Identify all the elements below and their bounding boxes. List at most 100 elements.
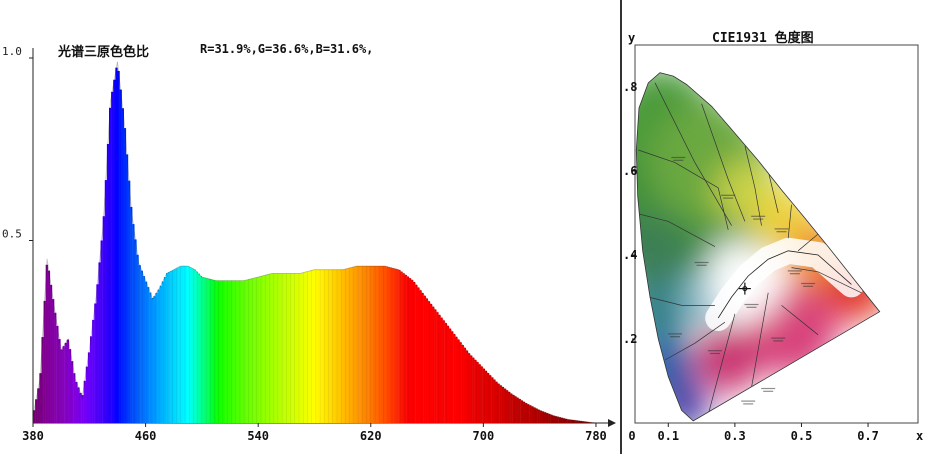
spectrum-bar xyxy=(311,270,314,423)
cie-region-line xyxy=(781,305,819,336)
spectrum-bar xyxy=(567,419,570,423)
cie-region-line xyxy=(701,103,746,222)
cie-region-line xyxy=(787,204,792,239)
spectrum-bar xyxy=(389,267,393,423)
cie-region-line xyxy=(707,313,736,415)
spectrum-bar xyxy=(396,269,399,423)
spectrum-bar xyxy=(341,269,344,423)
spectrum-bar xyxy=(330,269,333,423)
spectrum-x-tick-label: 540 xyxy=(247,429,269,443)
spectrum-bar xyxy=(100,240,103,423)
spectrum-bar xyxy=(590,422,593,423)
spectrum-bar xyxy=(406,276,409,423)
cie-region-line xyxy=(638,149,729,230)
spectrum-bar xyxy=(571,419,574,423)
spectrum-bar xyxy=(47,270,51,423)
spectrum-bar xyxy=(337,269,340,423)
spectrum-bar xyxy=(155,292,158,423)
spectrum-bar xyxy=(229,280,232,423)
cie-region-label-mark xyxy=(789,273,800,275)
spectrum-bar xyxy=(541,411,545,423)
spectrum-bar xyxy=(489,375,492,423)
cie-region-label-mark xyxy=(673,159,684,161)
spectrum-x-tick-label: 700 xyxy=(473,429,495,443)
spectrum-bar xyxy=(49,284,53,423)
spectrum-bar xyxy=(360,266,363,423)
spectrum-bar xyxy=(225,280,228,423)
spectrum-bar xyxy=(398,269,401,423)
spectrum-bar xyxy=(385,266,388,423)
cie-region-label-mark xyxy=(694,261,709,264)
spectrum-x-tick-label: 380 xyxy=(22,429,44,443)
spectrum-bar xyxy=(537,409,540,423)
spectrum-bar xyxy=(250,278,253,423)
spectrum-bar xyxy=(313,269,317,423)
spectrum-bar xyxy=(508,391,511,423)
spectrum-bar xyxy=(565,418,568,423)
spectrum-bar xyxy=(305,271,308,423)
spectrum-bar xyxy=(478,364,481,423)
spectrum-bar xyxy=(248,279,251,423)
cie-region-line xyxy=(791,267,862,294)
spectrum-bar xyxy=(121,108,124,423)
spectrum-bar xyxy=(461,344,464,423)
spectrum-bar xyxy=(379,266,382,423)
spectrum-bar xyxy=(520,400,523,423)
spectrum-bar xyxy=(301,272,304,423)
cie-color-blob xyxy=(694,326,762,394)
spectrum-bar xyxy=(339,269,342,423)
cie-region-label-mark xyxy=(671,156,686,159)
spectrum-bar xyxy=(159,285,162,423)
spectrum-bar xyxy=(569,419,572,423)
spectrum-bar xyxy=(60,349,63,423)
cie-region-label-mark xyxy=(670,336,680,338)
spectrum-bar xyxy=(142,276,146,423)
spectrum-bar xyxy=(577,420,580,423)
cie-region-label-mark xyxy=(763,390,774,392)
spectrum-bar xyxy=(77,387,80,423)
spectrum-bar xyxy=(187,266,190,423)
cie-region-label-mark xyxy=(744,303,759,306)
spectrum-bar xyxy=(366,266,369,423)
spectrum-bar xyxy=(66,339,70,423)
spectrum-bar xyxy=(309,270,312,423)
cie-region-label-mark xyxy=(723,197,734,199)
spectrum-bar xyxy=(303,272,306,423)
spectrum-bar xyxy=(106,143,110,423)
cie-x-tick-label: 0.7 xyxy=(857,429,879,443)
cie-region-label-mark xyxy=(746,306,757,308)
spectrum-bar xyxy=(201,277,205,423)
spectrum-x-tick-label: 620 xyxy=(360,429,382,443)
spectrum-bar xyxy=(368,266,371,423)
spectrum-bar xyxy=(465,350,469,423)
spectrum-bar xyxy=(588,422,591,423)
cie-region-line xyxy=(744,145,762,226)
spectrum-bar xyxy=(573,420,576,423)
spectrum-bar xyxy=(429,303,433,423)
spectrum-bar xyxy=(277,273,281,423)
spectrum-bar xyxy=(130,206,133,423)
spectrum-bar xyxy=(125,154,129,424)
spectrum-bar xyxy=(556,416,559,423)
cie-region-line xyxy=(654,82,732,226)
spectrum-bar xyxy=(263,275,266,423)
spectrum-bar xyxy=(349,267,352,423)
spectrum-bar xyxy=(71,361,74,423)
spectrum-bar xyxy=(292,273,295,423)
spectrum-bar xyxy=(579,421,583,423)
cie-region-label-mark xyxy=(753,218,764,220)
spectrum-bar xyxy=(554,416,557,423)
spectrum-bar xyxy=(296,273,300,423)
spectrum-bar xyxy=(113,79,116,423)
spectrum-bar xyxy=(480,366,483,423)
spectrum-bar xyxy=(235,280,238,423)
spectrum-bar xyxy=(138,265,141,423)
cie-region-label-mark xyxy=(751,215,766,217)
spectrum-bar xyxy=(210,279,213,423)
spectrum-bar xyxy=(457,339,460,423)
cie-panel: 0 0.1 0.3 0.5 0.7 .8 .6 .4 .2 y x CIE1931 色度图 xyxy=(622,0,932,454)
spectrum-bar xyxy=(134,239,137,423)
spectrum-y-tick-label: 0.5 xyxy=(2,228,22,241)
spectrum-bar xyxy=(41,337,44,423)
